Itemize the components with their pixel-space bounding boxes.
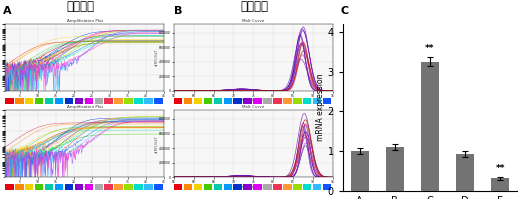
Bar (263, 98, 272, 104)
Bar (293, 98, 302, 104)
Bar (184, 184, 192, 190)
Bar (386, 147, 404, 191)
Bar (75, 184, 83, 190)
Text: 扩增曲线: 扩增曲线 (67, 0, 95, 13)
Bar (224, 184, 232, 190)
Bar (303, 184, 311, 190)
Bar (35, 98, 44, 104)
Bar (75, 98, 83, 104)
Bar (303, 98, 311, 104)
Bar (194, 184, 202, 190)
Bar (184, 98, 192, 104)
Title: Amplification Plot: Amplification Plot (67, 105, 102, 109)
Bar (5, 98, 14, 104)
Bar (134, 184, 142, 190)
Bar (323, 184, 331, 190)
Bar (15, 98, 23, 104)
Bar (114, 98, 123, 104)
Bar (15, 184, 23, 190)
Bar (214, 98, 222, 104)
Bar (174, 98, 183, 104)
Bar (5, 184, 14, 190)
Bar (95, 98, 103, 104)
Bar (154, 184, 163, 190)
Bar (283, 184, 292, 190)
Bar (233, 98, 242, 104)
Bar (421, 62, 439, 191)
Bar (204, 184, 212, 190)
Bar (243, 98, 252, 104)
Bar (293, 184, 302, 190)
Text: A: A (3, 6, 11, 16)
Title: Melt Curve: Melt Curve (242, 105, 265, 109)
Bar (273, 184, 282, 190)
Bar (45, 184, 54, 190)
Bar (144, 98, 153, 104)
Bar (350, 151, 369, 191)
Text: 溶解曲线: 溶解曲线 (241, 0, 269, 13)
Bar (105, 184, 113, 190)
X-axis label: Temperature (°C): Temperature (°C) (238, 99, 269, 102)
Y-axis label: d(RFU)/dT: d(RFU)/dT (154, 135, 159, 153)
Bar (25, 98, 33, 104)
X-axis label: Temperature (°C): Temperature (°C) (238, 185, 269, 189)
Bar (85, 184, 93, 190)
Y-axis label: mRNA expression: mRNA expression (316, 74, 324, 141)
Bar (95, 184, 103, 190)
X-axis label: Cycle: Cycle (80, 99, 89, 102)
X-axis label: Cycle: Cycle (80, 185, 89, 189)
Bar (134, 98, 142, 104)
Bar (25, 184, 33, 190)
Bar (45, 98, 54, 104)
Bar (105, 98, 113, 104)
Bar (456, 154, 474, 191)
Title: Melt Curve: Melt Curve (242, 19, 265, 23)
Bar (491, 178, 510, 191)
Bar (283, 98, 292, 104)
Bar (204, 98, 212, 104)
Bar (323, 98, 331, 104)
Bar (263, 184, 272, 190)
Bar (114, 184, 123, 190)
Bar (313, 184, 321, 190)
Bar (313, 98, 321, 104)
Bar (55, 98, 63, 104)
Bar (224, 98, 232, 104)
Bar (174, 184, 183, 190)
Bar (35, 184, 44, 190)
Text: **: ** (496, 164, 505, 173)
Bar (273, 98, 282, 104)
Title: Amplification Plot: Amplification Plot (67, 19, 102, 23)
Text: B: B (174, 6, 183, 16)
Bar (85, 98, 93, 104)
Bar (124, 98, 133, 104)
Bar (253, 98, 262, 104)
Bar (243, 184, 252, 190)
Bar (65, 98, 73, 104)
Bar (65, 184, 73, 190)
Text: **: ** (425, 44, 435, 53)
Bar (194, 98, 202, 104)
Bar (144, 184, 153, 190)
Bar (214, 184, 222, 190)
Bar (253, 184, 262, 190)
Bar (233, 184, 242, 190)
Text: C: C (341, 6, 349, 16)
Bar (124, 184, 133, 190)
Bar (55, 184, 63, 190)
Y-axis label: d(RFU)/dT: d(RFU)/dT (154, 49, 159, 66)
Bar (154, 98, 163, 104)
